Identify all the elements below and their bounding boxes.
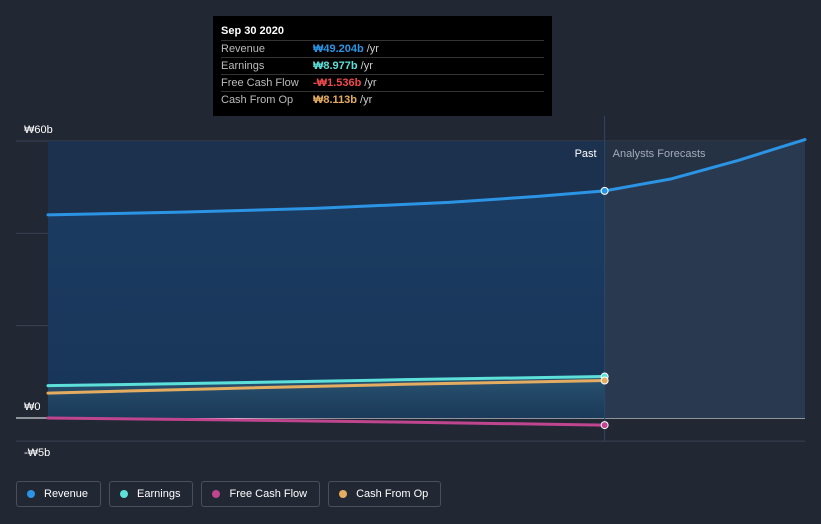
series-line-free-cash-flow [46, 416, 607, 427]
tooltip-label: Revenue [221, 43, 266, 55]
legend-label: Revenue [44, 488, 89, 500]
series-line-revenue-forecast [603, 138, 807, 193]
legend-item-cash-from-op[interactable]: Cash From Op [328, 481, 442, 507]
data-point-free-cash-flow [600, 421, 609, 430]
tooltip-label: Earnings [221, 60, 265, 72]
legend-dot-icon [120, 490, 129, 498]
tooltip-value: ₩8.977b [313, 60, 358, 72]
earnings-area [48, 376, 605, 418]
revenue-forecast-area [604, 139, 805, 419]
legend-dot-icon [27, 490, 35, 498]
tooltip-row-cash-from-op: Cash From Op ₩8.113b /yr [221, 91, 544, 108]
series-line-revenue [46, 189, 607, 217]
tooltip-row-free-cash-flow: Free Cash Flow -₩1.536b /yr [221, 74, 544, 91]
forecast-label: Analysts Forecasts [613, 148, 706, 160]
tooltip-label: Free Cash Flow [221, 77, 299, 89]
y-tick-label: -₩5b [24, 447, 50, 459]
tooltip-row-revenue: Revenue ₩49.204b /yr [221, 40, 544, 57]
legend-label: Free Cash Flow [229, 488, 308, 500]
tooltip-unit: /yr [360, 94, 373, 106]
data-point-revenue [600, 186, 609, 195]
tooltip-unit: /yr [366, 43, 379, 55]
revenue-area [48, 190, 605, 418]
tooltip-label: Cash From Op [221, 94, 294, 106]
tooltip-value: ₩8.113b [313, 94, 358, 106]
tooltip-date: Sep 30 2020 [221, 25, 284, 37]
legend-label: Cash From Op [356, 488, 429, 500]
series-line-cash-from-op [46, 379, 607, 395]
legend-dot-icon [212, 490, 221, 498]
legend-label: Earnings [137, 488, 181, 500]
past-label: Past [575, 148, 597, 160]
tooltip-unit: /yr [360, 60, 373, 72]
y-tick-label: ₩60b [24, 124, 53, 136]
legend-dot-icon [339, 490, 348, 498]
tooltip-value: ₩49.204b [313, 43, 364, 55]
legend-item-free-cash-flow[interactable]: Free Cash Flow [201, 481, 321, 507]
legend-item-revenue[interactable]: Revenue [16, 481, 102, 507]
tooltip: Sep 30 2020 Revenue ₩49.204b /yr Earning… [213, 16, 552, 116]
tooltip-unit: /yr [364, 77, 377, 89]
tooltip-row-earnings: Earnings ₩8.977b /yr [221, 57, 544, 74]
data-point-cash-from-op [600, 376, 609, 385]
tooltip-value: -₩1.536b [313, 77, 362, 89]
chart-legend: Revenue Earnings Free Cash Flow Cash Fro… [16, 481, 442, 507]
y-tick-label: ₩0 [24, 401, 41, 413]
series-line-earnings [46, 375, 607, 388]
legend-item-earnings[interactable]: Earnings [109, 481, 194, 507]
